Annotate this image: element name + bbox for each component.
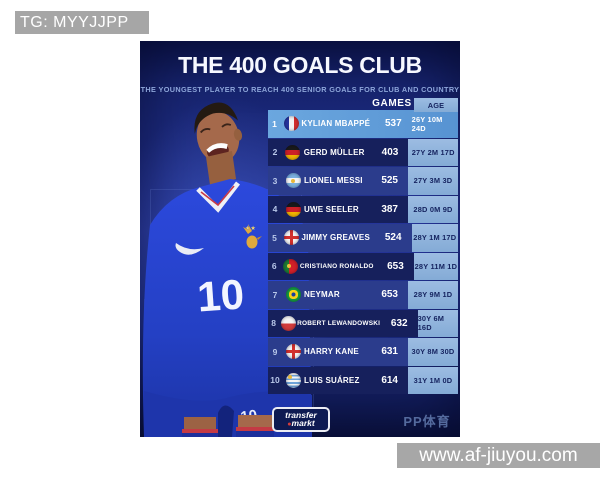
chest-number: 10: [196, 270, 246, 320]
games-value: 614: [381, 374, 398, 386]
table-row-6: 6 CRISTIANO RONALDO 653 28Y 11M 1D: [268, 252, 458, 280]
player-name: ROBERT LEWANDOWSKI: [297, 319, 381, 327]
table-row-1: 1 KYLIAN MBAPPÉ 537 26Y 10M 24D: [268, 110, 458, 138]
player-neck: [206, 151, 236, 185]
games-value: 653: [381, 289, 398, 301]
rank: 9: [272, 346, 278, 357]
age-value: 28Y 9M 1D: [408, 281, 458, 309]
games-value: 537: [384, 118, 402, 130]
games-value: 524: [384, 232, 402, 244]
age-value: 28D 0M 9D: [408, 195, 458, 223]
player-name: HARRY KANE: [304, 347, 359, 357]
rooster-crest-icon: [243, 224, 262, 249]
rank: 2: [272, 147, 278, 158]
transfermarkt-dot-icon: ●: [287, 421, 292, 429]
table-row-7: 7 NEYMAR 653 28Y 9M 1D: [268, 281, 458, 309]
transfermarkt-logo: transfer ●markt: [272, 407, 330, 432]
player-name: JIMMY GREAVES: [301, 233, 370, 243]
jersey-collar-trim: [200, 185, 235, 207]
rank: 5: [272, 232, 277, 243]
age-value: 27Y 3M 3D: [408, 167, 458, 195]
table-row-10: 10 LUIS SUÁREZ 614 31Y 1M 0D: [268, 366, 458, 394]
table-rows: 1 KYLIAN MBAPPÉ 537 26Y 10M 24D 2 GERD M…: [268, 110, 458, 394]
age-column-header: AGE: [414, 98, 458, 112]
nike-swoosh-icon: [175, 243, 204, 255]
rank: 10: [270, 375, 280, 386]
table-row-2: 2 GERD MÜLLER 403 27Y 2M 17D: [268, 138, 458, 166]
flag-icon: [285, 201, 301, 217]
games-value: 653: [387, 260, 404, 272]
rank: 1: [272, 118, 277, 129]
player-name: UWE SEELER: [304, 204, 359, 214]
player-name: LUIS SUÁREZ: [304, 375, 360, 385]
rank: 4: [272, 204, 278, 215]
player-name: KYLIAN MBAPPÉ: [301, 119, 371, 129]
infographic-poster: ★★ 10 10 THE 400 GOALS CLUB THE YOUNGEST…: [140, 41, 460, 437]
table-row-9: 9 HARRY KANE 631 30Y 8M 30D: [268, 338, 458, 366]
flag-icon: [285, 344, 301, 360]
ranking-table: GAMES AGE 1 KYLIAN MBAPPÉ 537 26Y 10M 24…: [268, 96, 458, 394]
table-row-4: 4 UWE SEELER 387 28D 0M 9D: [268, 195, 458, 223]
age-value: 30Y 6M 16D: [417, 309, 458, 337]
poster-subtitle: THE YOUNGEST PLAYER TO REACH 400 SENIOR …: [140, 85, 460, 94]
flag-icon: [285, 173, 301, 189]
age-value: 28Y 1M 17D: [411, 224, 458, 252]
rank: 7: [272, 289, 278, 300]
games-column-header: GAMES: [372, 98, 412, 109]
player-name: LIONEL MESSI: [304, 176, 363, 186]
rank: 8: [271, 318, 277, 329]
flag-icon: [282, 258, 298, 274]
flag-icon: [280, 315, 296, 331]
age-value: 26Y 10M 24D: [411, 114, 443, 133]
age-value: 31Y 1M 0D: [408, 366, 458, 394]
flag-icon: [283, 116, 299, 132]
age-value: 28Y 11M 1D: [413, 252, 458, 280]
rank: 3: [272, 175, 278, 186]
watermark-bottom: www.af-jiuyou.com: [397, 443, 600, 468]
rank: 6: [271, 261, 277, 272]
table-row-3: 3 LIONEL MESSI 525 27Y 3M 3D: [268, 167, 458, 195]
player-name: CRISTIANO RONALDO: [299, 262, 374, 270]
pp-sports-logo: PP体育: [403, 414, 451, 429]
player-name: NEYMAR: [304, 290, 340, 300]
games-value: 632: [390, 317, 408, 329]
player-legs: [182, 415, 274, 437]
flag-icon: [285, 287, 301, 303]
age-value: 27Y 2M 17D: [408, 138, 458, 166]
flag-icon: [285, 372, 301, 388]
games-value: 631: [381, 346, 398, 358]
watermark-top-text: TG: MYYJJPP: [20, 13, 129, 31]
table-header: GAMES AGE: [268, 96, 458, 112]
age-value: 30Y 8M 30D: [408, 338, 458, 366]
games-value: 387: [381, 203, 398, 215]
watermark-bottom-text: www.af-jiuyou.com: [419, 444, 578, 466]
flag-icon: [283, 230, 299, 246]
flag-icon: [285, 144, 301, 160]
table-row-8: 8 ROBERT LEWANDOWSKI 632 30Y 6M 16D: [268, 309, 458, 337]
watermark-top: TG: MYYJJPP: [15, 11, 149, 34]
player-name: GERD MÜLLER: [303, 147, 365, 157]
table-row-5: 5 JIMMY GREAVES 524 28Y 1M 17D: [268, 224, 458, 252]
games-value: 403: [381, 146, 399, 158]
games-value: 525: [381, 175, 398, 187]
poster-title: THE 400 GOALS CLUB: [178, 52, 422, 78]
